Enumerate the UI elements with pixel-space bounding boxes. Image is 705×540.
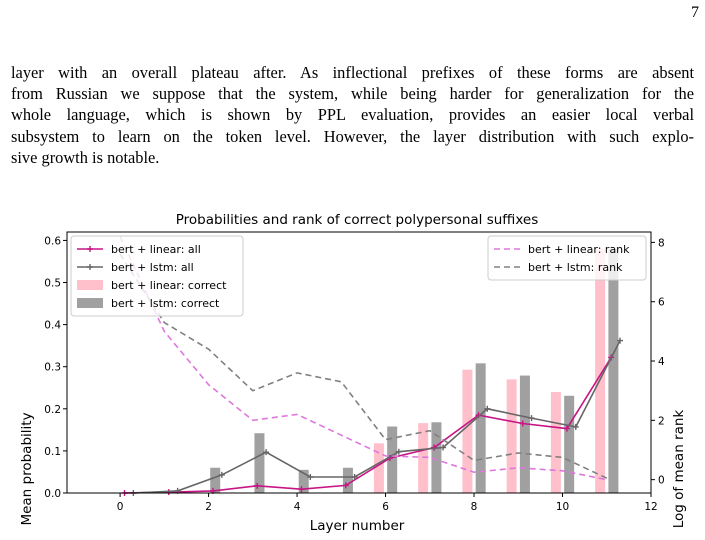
legend-swatch (77, 280, 103, 290)
bar (608, 248, 619, 493)
y-axis-label: Mean probability (19, 412, 35, 525)
body-paragraph: layer with an overall plateau after. As … (11, 62, 694, 168)
y-tick-label: 0.0 (44, 488, 61, 500)
paragraph-line: subsystem to learn on the token level. H… (11, 126, 694, 146)
bar (210, 467, 221, 493)
series-line (119, 236, 607, 481)
y2-tick-label: 8 (658, 237, 665, 249)
bar (475, 363, 486, 493)
series-line (119, 253, 608, 479)
data-point (263, 449, 270, 456)
data-point (617, 337, 624, 344)
y-tick-label: 0.5 (44, 278, 61, 290)
page-number: 7 (691, 4, 699, 21)
y2-axis-label: Log of mean rank (671, 410, 687, 529)
y2-tick-label: 6 (658, 297, 665, 309)
y-tick-label: 0.3 (44, 362, 61, 374)
legend-label: bert + lstm: rank (528, 261, 623, 274)
y-tick-label: 0.1 (44, 446, 61, 458)
bar (298, 469, 309, 493)
x-tick-label: 6 (382, 501, 389, 513)
legend-label: bert + lstm: all (111, 261, 194, 274)
data-point (395, 448, 402, 455)
series-line (124, 356, 612, 494)
bar (373, 443, 384, 493)
legend-box (70, 235, 244, 317)
data-point (528, 415, 535, 422)
x-tick-label: 12 (644, 501, 657, 513)
bar (564, 395, 575, 493)
data-point (440, 444, 447, 451)
data-point (563, 425, 570, 432)
y2-tick-label: 4 (658, 356, 665, 368)
legend-label: bert + linear: all (111, 243, 201, 256)
y2-tick-label: 0 (658, 475, 665, 487)
legend-label: bert + linear: correct (111, 279, 227, 292)
y2-tick-label: 2 (658, 415, 665, 427)
bar (342, 467, 353, 493)
data-point (298, 486, 305, 493)
legend-swatch (77, 298, 103, 308)
paragraph-line: from Russian we suppose that the system,… (11, 84, 694, 104)
data-point (572, 423, 579, 430)
legend-box (487, 235, 647, 281)
plot-frame (66, 231, 652, 494)
y-tick-label: 0.6 (44, 235, 61, 247)
y-tick-label: 0.2 (44, 404, 61, 416)
x-tick-label: 4 (294, 501, 301, 513)
data-point (342, 482, 349, 489)
x-tick-label: 0 (117, 501, 124, 513)
x-axis-label: Layer number (310, 518, 405, 534)
legend-marker (87, 264, 93, 270)
series-line (133, 340, 621, 494)
paragraph-line: whole language, which is shown by PPL ev… (11, 105, 694, 125)
x-tick-label: 2 (205, 501, 212, 513)
bar (254, 433, 265, 493)
data-point (351, 474, 358, 481)
bar (387, 426, 398, 493)
legend-label: bert + lstm: correct (111, 297, 220, 310)
probability-rank-chart: Probabilities and rank of correct polype… (19, 212, 687, 534)
bar (595, 248, 606, 493)
x-tick-label: 10 (556, 501, 569, 513)
data-point (307, 474, 314, 481)
bar (418, 423, 429, 493)
y-tick-label: 0.4 (44, 320, 61, 332)
bar (431, 422, 442, 493)
bar (506, 379, 517, 493)
bar (550, 391, 561, 493)
paragraph-line: sive growth is notable. (11, 147, 160, 167)
bar (519, 375, 530, 493)
bar (462, 369, 473, 493)
data-point (519, 420, 526, 427)
data-point (484, 405, 491, 412)
chart-title: Probabilities and rank of correct polype… (176, 212, 539, 228)
paragraph-line: layer with an overall plateau after. As … (11, 63, 694, 82)
data-point (254, 482, 261, 489)
legend-label: bert + linear: rank (528, 243, 630, 256)
x-tick-label: 8 (471, 501, 478, 513)
legend-marker (87, 246, 93, 252)
data-point (218, 471, 225, 478)
